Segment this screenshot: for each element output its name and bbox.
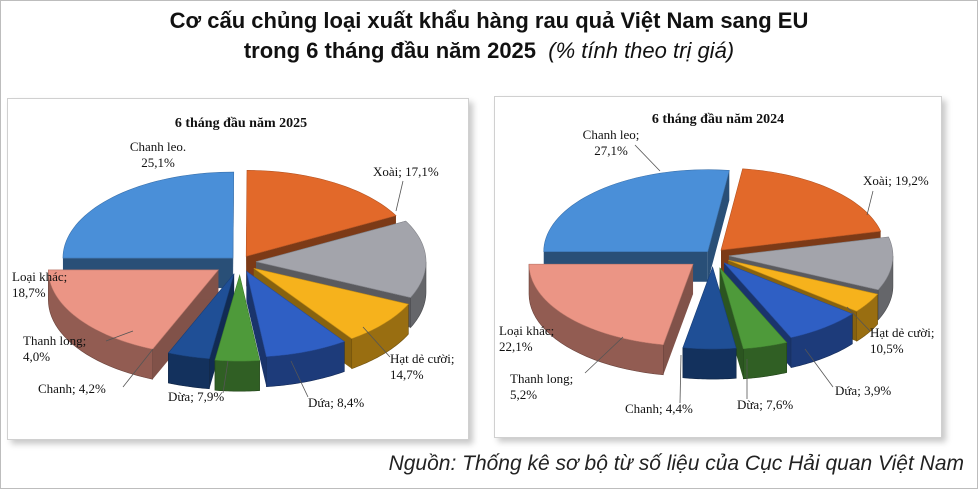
pie-slice-thanh-long [682, 266, 737, 380]
pie-chart-2025: 6 tháng đầu năm 2025 Chanh leo. 25,1% Xoài;… [7, 98, 469, 440]
leader-line-dua [222, 360, 229, 394]
pie-slice-thanh-long [167, 273, 235, 390]
data-label-dua: Dứa; 8,4% [308, 395, 364, 410]
leader-line-thanh-long [105, 330, 134, 342]
leader-line-chanh [679, 354, 682, 404]
data-label-thanh-long: Thanh long; 5,2% [510, 371, 573, 402]
data-label-chanh-leo: Chanh leo. 25,1% [130, 139, 186, 170]
title-line-1: Cơ cấu chủng loại xuất khẩu hàng rau quả… [169, 8, 809, 33]
data-label-hat-de-cuoi: Hạt dẻ cười; 10,5% [870, 325, 934, 356]
pie-slice-loai-khac [48, 269, 219, 380]
leader-line-xoai [866, 190, 874, 216]
data-label-chanh-leo: Chanh leo; 27,1% [583, 127, 640, 158]
data-label-thanh-long: Thanh long; 4,0% [23, 333, 86, 364]
pie-slice-chanh [719, 267, 788, 380]
source-note: Nguồn: Thống kê sơ bộ từ số liệu của Cục… [388, 452, 964, 475]
leader-line-hat-de-cuoi [846, 306, 871, 332]
data-label-dua: Dừa; 7,9% [168, 389, 224, 404]
pie-chart-2024: 6 tháng đầu năm 2024 Chanh leo; 27,1% Xoài;… [494, 96, 942, 438]
leader-line-thanh-long [584, 336, 624, 374]
pie-chart-2025-svg: 6 tháng đầu năm 2025 Chanh leo. 25,1% Xoài;… [12, 116, 454, 410]
leader-line-chanh-leo [634, 144, 661, 172]
leader-line-dua [290, 360, 309, 398]
pie-slice-chanh [214, 274, 260, 392]
data-label-hat-de-cuoi: Hạt dẻ cười; 14,7% [390, 351, 454, 382]
pie-slice-loai-khac [528, 263, 694, 376]
data-label-chanh: Chanh; 4,2% [38, 381, 106, 396]
figure-title: Cơ cấu chủng loại xuất khẩu hàng rau quả… [0, 6, 978, 66]
data-label-loai-khac: Loại khác; 22,1% [499, 323, 554, 354]
leader-line-dua [804, 348, 834, 388]
data-label-loai-khac: Loại khác; 18,7% [12, 269, 67, 300]
title-line-2-text: trong 6 tháng đầu năm 2025 [243, 38, 537, 63]
pie-chart-2024-svg: 6 tháng đầu năm 2024 Chanh leo; 27,1% Xoài;… [499, 112, 934, 416]
data-label-dua: Dừa; 7,6% [737, 397, 793, 412]
leader-line-xoai [395, 180, 404, 212]
leader-line-hat-de-cuoi [362, 326, 391, 358]
data-label-xoai: Xoài; 17,1% [373, 164, 439, 179]
data-label-chanh: Chanh; 4,4% [625, 401, 693, 416]
pie-title: 6 tháng đầu năm 2024 [652, 112, 784, 127]
pie-slice-dua [245, 270, 345, 387]
data-label-xoai: Xoài; 19,2% [863, 173, 929, 188]
data-label-dua: Dứa; 3,9% [835, 383, 891, 398]
pie-title: 6 tháng đầu năm 2025 [175, 116, 307, 131]
title-unit: (% tính theo trị giá) [548, 38, 735, 63]
leader-line-chanh [122, 348, 154, 388]
title-line-2: trong 6 tháng đầu năm 2025 (% tính theo … [0, 36, 978, 66]
